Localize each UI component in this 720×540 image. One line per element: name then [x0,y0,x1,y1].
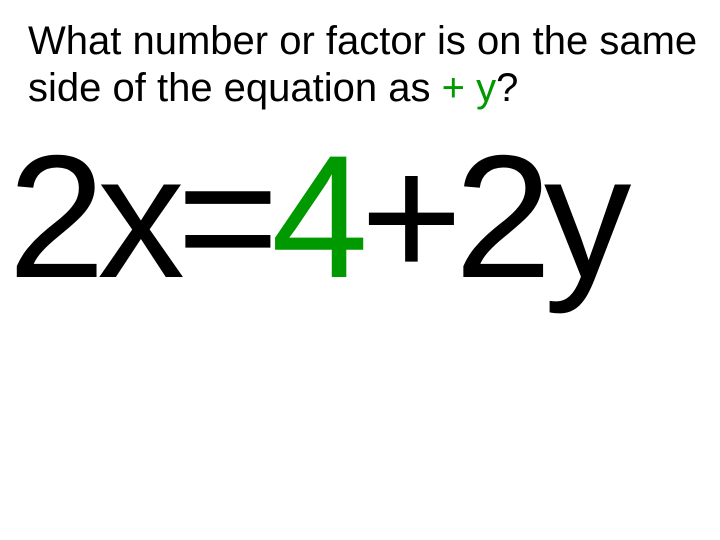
equation-part1: 2x= [8,120,271,315]
equation-highlight: 4 [271,120,360,315]
equation-text: 2x=4+2y [8,130,623,305]
equation-part3: +2y [360,120,623,315]
question-highlight: + y [442,66,496,110]
question-prefix: What number or factor is on the same sid… [28,19,697,110]
question-text: What number or factor is on the same sid… [28,18,700,112]
question-suffix: ? [496,66,518,110]
